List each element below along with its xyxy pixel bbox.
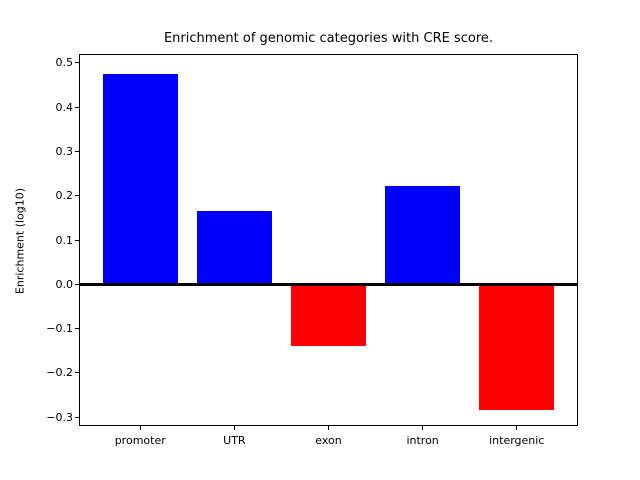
y-tick-label: 0.2 [55,189,74,203]
y-tick-mark [75,283,79,285]
y-tick-mark [75,62,79,64]
y-tick-label: −0.1 [46,322,73,336]
x-tick-mark [233,426,235,430]
y-tick-mark [75,106,79,108]
plot-area [79,54,578,426]
y-tick-label: 0.4 [55,100,74,114]
zero-baseline [80,282,577,286]
x-tick-label-exon: exon [315,434,342,447]
x-tick-mark [139,426,141,430]
x-tick-label-intergenic: intergenic [489,434,545,447]
bar-promoter [102,74,178,285]
y-tick-mark [75,150,79,152]
bar-UTR [196,210,273,285]
x-tick-label-promoter: promoter [114,434,166,447]
y-tick-mark [75,239,79,241]
x-tick-mark [422,426,424,430]
y-tick-mark [75,195,79,197]
bar-intron [384,185,461,285]
chart-title: Enrichment of genomic categories with CR… [163,31,494,46]
y-tick-mark [75,328,79,330]
x-tick-mark [328,426,329,430]
y-tick-mark [75,372,79,374]
y-tick-mark [75,416,79,418]
x-tick-label-intron: intron [406,434,439,447]
y-tick-label: 0.1 [55,233,74,247]
x-tick-mark [516,426,518,430]
y-tick-label: −0.3 [46,410,73,424]
y-tick-label: 0.5 [55,56,74,70]
bar-exon [290,284,367,346]
y-tick-label: 0.3 [55,144,74,158]
bar-intergenic [479,284,555,410]
x-tick-label-UTR: UTR [223,434,246,447]
y-tick-label: 0.0 [55,277,74,291]
y-tick-label: −0.2 [46,366,73,380]
